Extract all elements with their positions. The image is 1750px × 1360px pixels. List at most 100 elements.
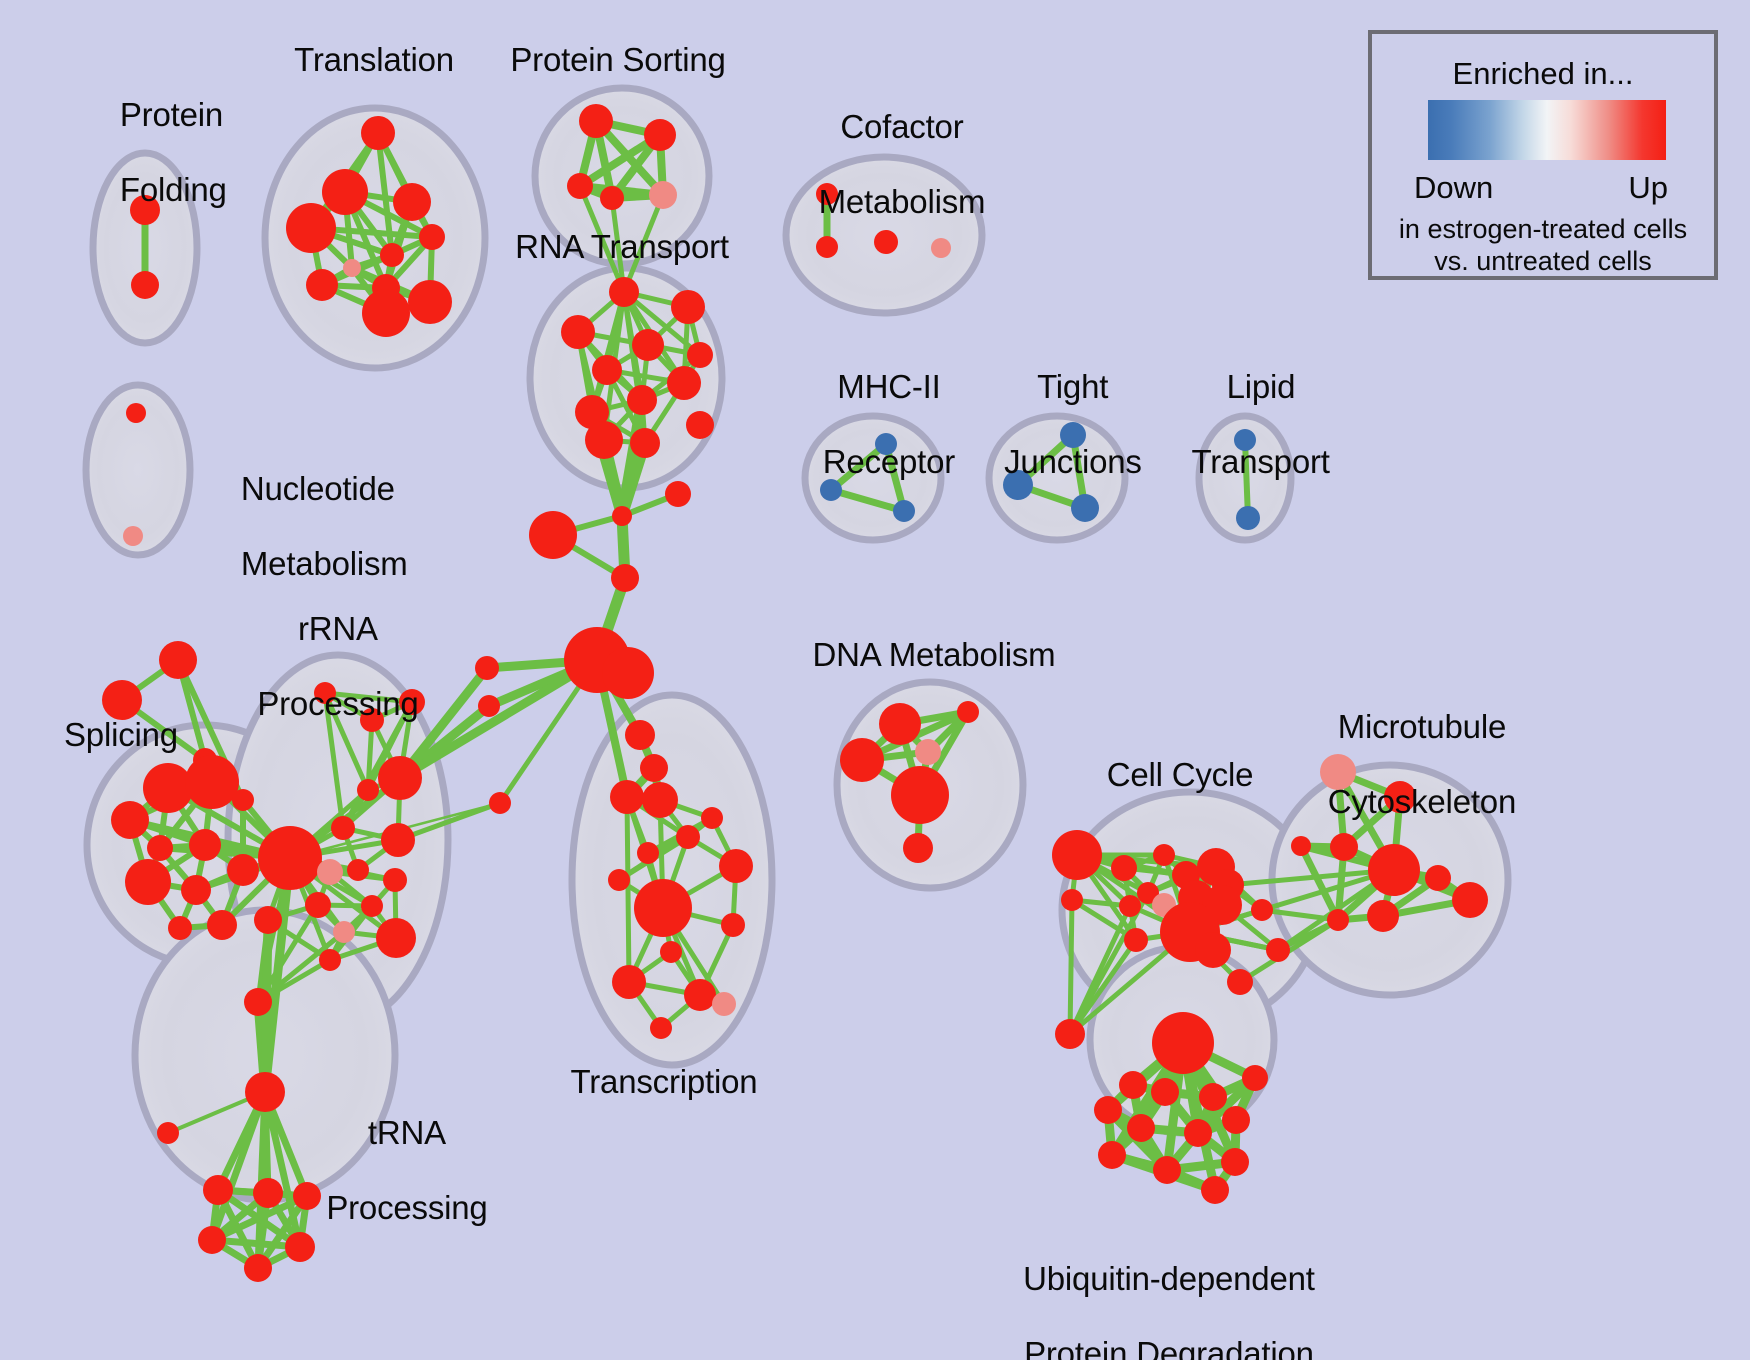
node	[676, 825, 700, 849]
edge-lipid	[1242, 437, 1251, 521]
node	[1221, 1148, 1249, 1176]
node	[585, 421, 623, 459]
node	[1425, 865, 1451, 891]
network-nodes	[102, 104, 1488, 1282]
node	[579, 104, 613, 138]
node	[1452, 882, 1488, 918]
label-cofactor-metabolism: Cofactor Metabolism	[783, 70, 986, 258]
node	[820, 479, 842, 501]
node	[331, 816, 355, 840]
node	[130, 195, 160, 225]
label-line: Nucleotide	[240, 469, 395, 507]
node	[102, 680, 142, 720]
node	[625, 720, 655, 750]
node	[317, 859, 343, 885]
node	[357, 779, 379, 801]
node	[1003, 470, 1033, 500]
node	[840, 738, 884, 782]
label-transcription: Transcription	[570, 1063, 758, 1100]
label-line: Tight	[1037, 367, 1109, 405]
legend-title: Enriched in...	[1452, 56, 1634, 91]
node	[1152, 1012, 1214, 1074]
label-dna-metabolism: DNA Metabolism	[812, 636, 1056, 673]
node	[198, 1226, 226, 1254]
label-line: MHC-II	[837, 367, 941, 405]
node	[1384, 781, 1416, 813]
node	[383, 868, 407, 892]
node	[649, 181, 677, 209]
node	[1222, 1106, 1250, 1134]
label-line: Cofactor	[840, 107, 964, 145]
node	[893, 500, 915, 522]
node	[306, 269, 338, 301]
node	[1124, 928, 1148, 952]
node	[168, 916, 192, 940]
node	[608, 869, 630, 891]
node	[1153, 844, 1175, 866]
node	[380, 243, 404, 267]
label-line: Processing	[257, 684, 419, 722]
node	[634, 879, 692, 937]
node	[1061, 889, 1083, 911]
node	[600, 186, 624, 210]
node	[665, 481, 691, 507]
node	[630, 428, 660, 458]
node	[419, 224, 445, 250]
node	[254, 906, 282, 934]
node	[305, 892, 331, 918]
label-line: Lipid	[1226, 367, 1296, 405]
label-line: Protein Degradation	[1024, 1334, 1314, 1360]
node	[1052, 830, 1102, 880]
legend-color-bar	[1428, 100, 1666, 160]
node	[361, 116, 395, 150]
label-trna-processing: tRNA Processing	[290, 1076, 487, 1264]
node	[244, 1254, 272, 1282]
node	[347, 859, 369, 881]
node	[879, 703, 921, 745]
legend-panel: Enriched in... Down Up in estrogen-treat…	[1368, 30, 1718, 280]
node	[1184, 1119, 1212, 1147]
node	[286, 203, 336, 253]
node	[1094, 1096, 1122, 1124]
node	[475, 656, 499, 680]
node	[1330, 833, 1358, 861]
node	[567, 173, 593, 199]
legend-low-label: Down	[1414, 170, 1494, 205]
node	[1151, 1078, 1179, 1106]
node	[1320, 754, 1356, 790]
node	[245, 1072, 285, 1112]
node	[126, 403, 146, 423]
node	[189, 829, 221, 861]
node	[1201, 1176, 1229, 1204]
node	[362, 289, 410, 337]
node	[489, 792, 511, 814]
label-line: Microtubule	[1337, 707, 1507, 745]
label-line: Junctions	[1004, 442, 1142, 480]
node	[319, 949, 341, 971]
node	[612, 965, 646, 999]
node	[915, 739, 941, 765]
node	[360, 708, 384, 732]
node	[203, 1175, 233, 1205]
label-line: Receptor	[822, 442, 956, 480]
node	[1098, 1141, 1126, 1169]
hull-nucleotide-metabolism	[82, 381, 194, 559]
label-line: Ubiquitin-dependent	[1023, 1259, 1315, 1297]
node	[701, 807, 723, 829]
node	[719, 849, 753, 883]
node	[671, 290, 705, 324]
node	[207, 910, 237, 940]
node	[333, 921, 355, 943]
node	[143, 763, 193, 813]
node	[1127, 1114, 1155, 1142]
node	[1195, 932, 1231, 968]
node	[575, 395, 609, 429]
node	[1236, 506, 1260, 530]
node	[874, 230, 898, 254]
label-tight-junctions: Tight Junctions	[968, 330, 1142, 518]
node	[1242, 1065, 1268, 1091]
label-line: Cytoskeleton	[1327, 782, 1517, 820]
node	[111, 801, 149, 839]
